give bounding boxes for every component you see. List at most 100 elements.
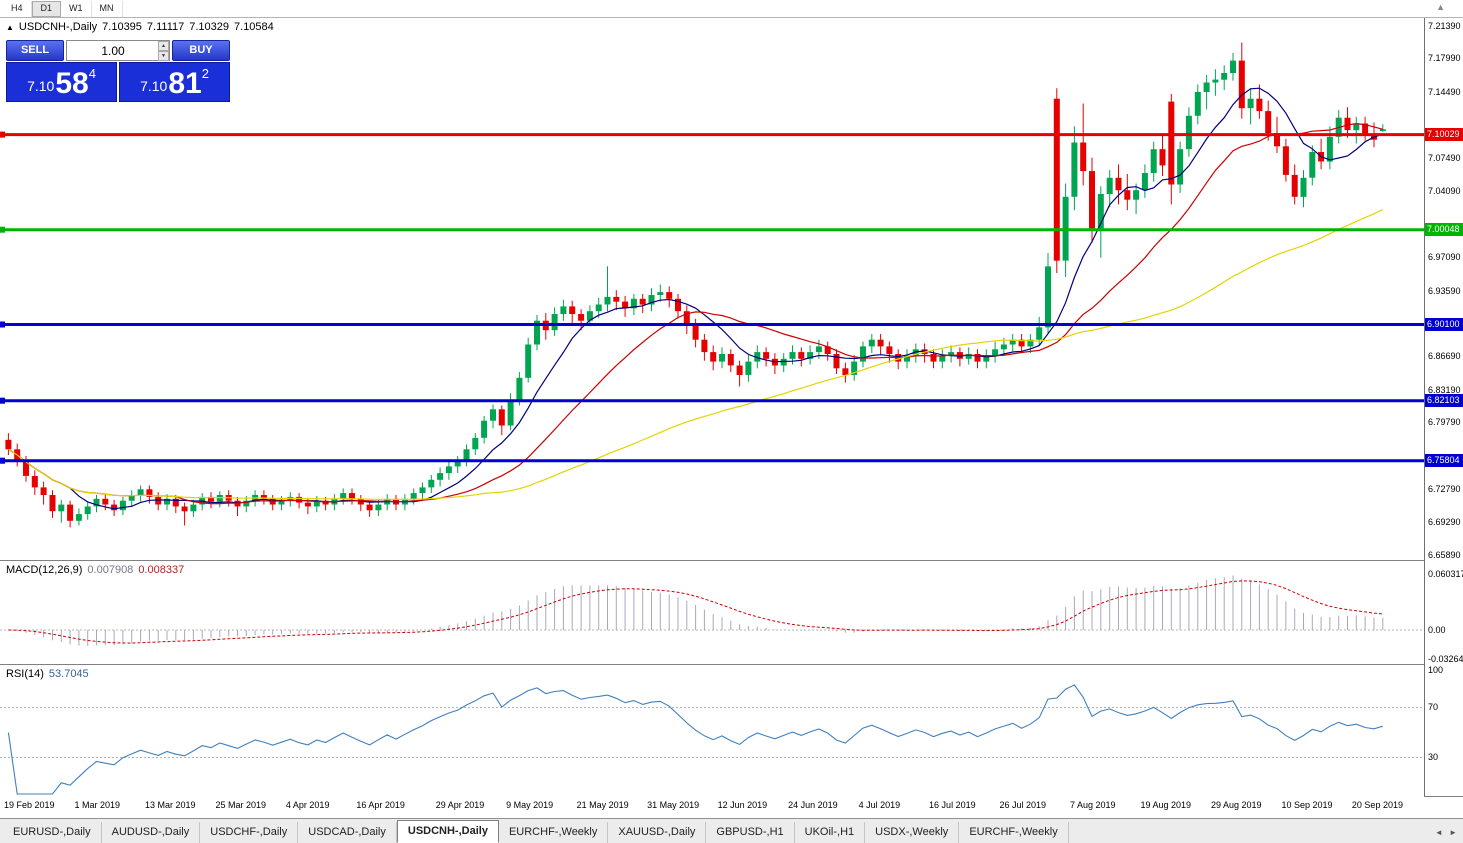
price-axis[interactable]: 7.21390 7.17990 7.14490 7.07490 7.04090 6.970… <box>1424 18 1463 796</box>
bottom-tab-eurchf-weekly[interactable]: EURCHF-,Weekly <box>959 822 1069 843</box>
price-axis-label: 6.72790 <box>1428 483 1461 494</box>
period-buttons: H4 D1 W1 MN <box>3 0 123 17</box>
bottom-tab-xauusd-daily[interactable]: XAUUSD-,Daily <box>608 822 707 843</box>
x-axis-label: 4 Apr 2019 <box>285 800 330 810</box>
price-chart[interactable] <box>0 18 1424 818</box>
rsi-indicator-label: RSI(14) 53.7045 <box>6 668 89 680</box>
ohlc-low: 7.10329 <box>189 21 230 33</box>
price-axis-label: 6.93590 <box>1428 285 1461 296</box>
price-axis-label: 6.86690 <box>1428 351 1461 362</box>
ohlc-open: 7.10395 <box>102 21 142 33</box>
tab-scroll-right-icon[interactable]: ► <box>1449 828 1457 837</box>
volume-increase-icon[interactable]: ▲ <box>158 41 169 51</box>
one-click-trading-widget: SELL ▲ ▼ BUY 7.10 58 4 7.10 81 2 <box>6 40 230 102</box>
rsi-value: 53.7045 <box>48 668 89 680</box>
bottom-tab-audusd-daily[interactable]: AUDUSD-,Daily <box>102 822 201 843</box>
sell-price-pip: 4 <box>88 66 96 81</box>
x-axis-label: 20 Sep 2019 <box>1351 800 1403 810</box>
bottom-tab-usdcnh-daily[interactable]: USDCNH-,Daily <box>396 820 499 843</box>
rsi-axis-label: 30 <box>1428 752 1439 762</box>
x-axis-label: 29 Aug 2019 <box>1210 800 1262 810</box>
rsi-axis-label: 100 <box>1428 664 1444 675</box>
x-axis-label: 1 Mar 2019 <box>74 800 120 810</box>
volume-input[interactable] <box>67 41 169 60</box>
sell-button[interactable]: SELL <box>6 40 64 61</box>
period-button-mn[interactable]: MN <box>92 0 123 17</box>
period-button-d1[interactable]: D1 <box>31 0 62 17</box>
panel-separator-macd-rsi[interactable] <box>0 664 1463 665</box>
bottom-tab-ukoil-h1[interactable]: UKOil-,H1 <box>795 822 866 843</box>
macd-main-value: 0.007908 <box>87 564 134 576</box>
period-button-w1[interactable]: W1 <box>61 0 92 17</box>
tab-scroll-left-icon[interactable]: ◄ <box>1434 828 1443 837</box>
ohlc-close: 7.10584 <box>234 21 274 33</box>
bottom-tab-gbpusd-h1[interactable]: GBPUSD-,H1 <box>706 822 795 843</box>
moving-average-20 <box>8 122 1383 505</box>
buy-price-pip: 2 <box>201 66 209 81</box>
price-level-badge: 6.82103 <box>1425 394 1463 408</box>
ohlc-high: 7.11117 <box>146 21 185 33</box>
panel-separator-main-macd[interactable] <box>0 560 1463 561</box>
chart-symbol-label: USDCNH-,Daily <box>18 21 98 33</box>
sell-price-panel[interactable]: 7.10 58 4 <box>6 62 117 102</box>
macd-signal-line <box>8 580 1383 644</box>
x-axis-label: 21 May 2019 <box>576 800 629 810</box>
price-axis-label: 7.07490 <box>1428 153 1461 164</box>
bottom-tab-eurusd-daily[interactable]: EURUSD-,Daily <box>3 822 102 843</box>
bottom-tab-usdcad-daily[interactable]: USDCAD-,Daily <box>298 822 397 843</box>
chart-window: ▲ USDCNH-,Daily 7.10395 7.11117 7.10329 7.105… <box>0 18 1463 818</box>
rsi-axis-label: 70 <box>1428 702 1439 712</box>
macd-axis-label: 0.060317 <box>1428 569 1463 580</box>
top-toolbar: H4 D1 W1 MN ▲ <box>0 0 1463 18</box>
macd-name: MACD(12,26,9) <box>6 564 83 576</box>
price-axis-label: 7.21390 <box>1428 20 1461 31</box>
buy-button[interactable]: BUY <box>172 40 230 61</box>
x-axis-label: 4 Jul 2019 <box>858 800 901 810</box>
macd-indicator-label: MACD(12,26,9) 0.007908 0.008337 <box>6 564 184 576</box>
x-axis-label: 7 Aug 2019 <box>1070 800 1116 810</box>
chart-ohlc-header: ▲ USDCNH-,Daily 7.10395 7.11117 7.10329 7.105… <box>6 21 279 33</box>
sell-price-small: 7.10 <box>27 78 55 94</box>
x-axis-label: 31 May 2019 <box>647 800 700 810</box>
bottom-tab-eurchf-weekly[interactable]: EURCHF-,Weekly <box>499 822 609 843</box>
price-axis-label: 6.83190 <box>1428 384 1461 395</box>
buy-price-small: 7.10 <box>140 78 168 94</box>
volume-decrease-icon[interactable]: ▼ <box>158 51 169 61</box>
tab-navigation: ◄ ► <box>1431 828 1457 843</box>
scroll-up-icon[interactable]: ▲ <box>1436 2 1445 12</box>
x-axis-label: 19 Feb 2019 <box>4 800 55 810</box>
x-axis-label: 19 Aug 2019 <box>1140 800 1192 810</box>
macd-axis-label: 0.00 <box>1428 624 1446 635</box>
moving-average-55 <box>8 208 1384 500</box>
rsi-line <box>7 684 1383 795</box>
collapse-chart-icon[interactable]: ▲ <box>6 23 14 32</box>
price-level-badge: 7.10029 <box>1425 128 1463 142</box>
buy-price-big: 81 <box>168 67 202 100</box>
buy-price-panel[interactable]: 7.10 81 2 <box>119 62 230 102</box>
price-axis-label: 6.69290 <box>1428 517 1461 528</box>
price-axis-label: 6.65890 <box>1428 549 1461 560</box>
chart-tab-bar: EURUSD-,Daily AUDUSD-,Daily USDCHF-,Daily U… <box>0 818 1463 843</box>
price-axis-label: 7.04090 <box>1428 185 1461 196</box>
price-level-badge: 6.90100 <box>1425 317 1463 331</box>
rsi-name: RSI(14) <box>6 668 44 680</box>
x-axis-label: 25 Mar 2019 <box>215 800 266 810</box>
x-axis-label: 16 Jul 2019 <box>929 800 976 810</box>
x-axis-label: 16 Apr 2019 <box>356 800 405 810</box>
time-axis: 19 Feb 2019 1 Mar 2019 13 Mar 2019 25 Mar 2… <box>0 796 1424 816</box>
price-axis-label: 6.97090 <box>1428 252 1461 263</box>
x-axis-label: 13 Mar 2019 <box>144 800 196 810</box>
period-button-h4[interactable]: H4 <box>3 0 32 17</box>
price-axis-label: 6.79790 <box>1428 417 1461 428</box>
sell-price-big: 58 <box>55 67 89 100</box>
price-level-badge: 7.00048 <box>1425 223 1463 237</box>
x-axis-label: 24 Jun 2019 <box>788 800 838 810</box>
x-axis-label: 12 Jun 2019 <box>717 800 768 810</box>
moving-average-8 <box>8 87 1383 510</box>
price-axis-label: 7.14490 <box>1428 86 1461 97</box>
x-axis-label: 29 Apr 2019 <box>435 800 485 810</box>
bottom-tab-usdchf-daily[interactable]: USDCHF-,Daily <box>200 822 299 843</box>
price-level-badge: 6.75804 <box>1425 454 1463 468</box>
macd-signal-value: 0.008337 <box>138 564 185 576</box>
bottom-tab-usdx-weekly[interactable]: USDX-,Weekly <box>865 822 960 843</box>
